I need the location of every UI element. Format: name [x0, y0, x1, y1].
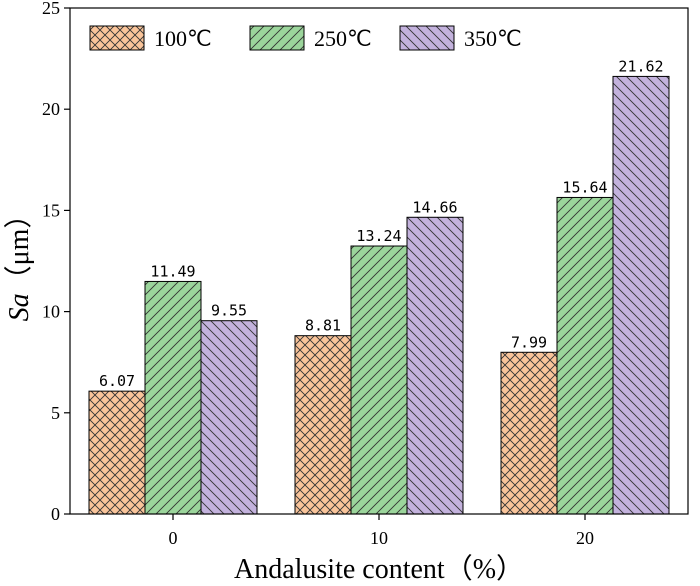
bar-data-label: 7.99 [511, 333, 547, 351]
legend-swatch-hatch [89, 25, 145, 51]
bar [200, 320, 258, 515]
y-tick-label: 15 [42, 200, 60, 220]
legend-item: 100℃ [89, 25, 212, 51]
x-axis-title: Andalusite content（%） [234, 553, 524, 585]
data-labels-layer: 6.07 11.49 9.55 8.81 13.24 14.66 7.99 15.64 21.6… [99, 57, 664, 390]
bar-data-label: 11.49 [150, 262, 195, 280]
bar [144, 280, 202, 515]
x-axis-ticks: 0 10 20 [169, 514, 594, 548]
bar [612, 75, 670, 515]
legend: 100℃ 250℃ 350℃ [89, 25, 522, 51]
legend-item: 250℃ [249, 25, 372, 51]
y-tick-label: 5 [51, 403, 60, 423]
bar [350, 245, 408, 515]
legend-swatch-hatch [249, 25, 305, 51]
legend-label: 100℃ [154, 26, 212, 51]
bar [88, 390, 146, 515]
legend-label: 350℃ [464, 26, 522, 51]
y-tick-label: 10 [42, 302, 60, 322]
y-axis-title: Sa（μm） [3, 201, 35, 322]
bar-hatch [406, 216, 464, 515]
legend-item: 350℃ [399, 25, 522, 51]
bar-hatch [88, 390, 146, 515]
bar-hatch [294, 335, 352, 515]
legend-swatch-hatch [399, 25, 455, 51]
y-axis-title-unit: （μm） [3, 201, 35, 294]
x-tick-label: 10 [370, 528, 388, 548]
bar-hatch [556, 196, 614, 515]
legend-label: 250℃ [314, 26, 372, 51]
bar-data-label: 13.24 [356, 227, 401, 245]
bar-data-label: 8.81 [305, 317, 341, 335]
y-tick-label: 0 [51, 504, 60, 524]
bar-data-label: 14.66 [412, 198, 457, 216]
bar [556, 196, 614, 515]
x-tick-label: 20 [576, 528, 594, 548]
bar [406, 216, 464, 515]
bar-hatch [350, 245, 408, 515]
bar-data-label: 9.55 [211, 302, 247, 320]
bar-data-label: 21.62 [618, 57, 663, 75]
y-axis-ticks: 0 5 10 15 20 25 [42, 0, 70, 524]
bar [500, 351, 558, 515]
bar-hatch [200, 320, 258, 515]
y-tick-label: 25 [42, 0, 60, 18]
bar-hatch [144, 280, 202, 515]
x-tick-label: 0 [169, 528, 178, 548]
y-tick-label: 20 [42, 99, 60, 119]
bars-layer [88, 75, 670, 515]
bar [294, 335, 352, 515]
y-axis-title-symbol: Sa [4, 293, 35, 321]
bar-data-label: 6.07 [99, 372, 135, 390]
bar-hatch [612, 75, 670, 515]
bar-hatch [500, 351, 558, 515]
bar-data-label: 15.64 [562, 178, 607, 196]
